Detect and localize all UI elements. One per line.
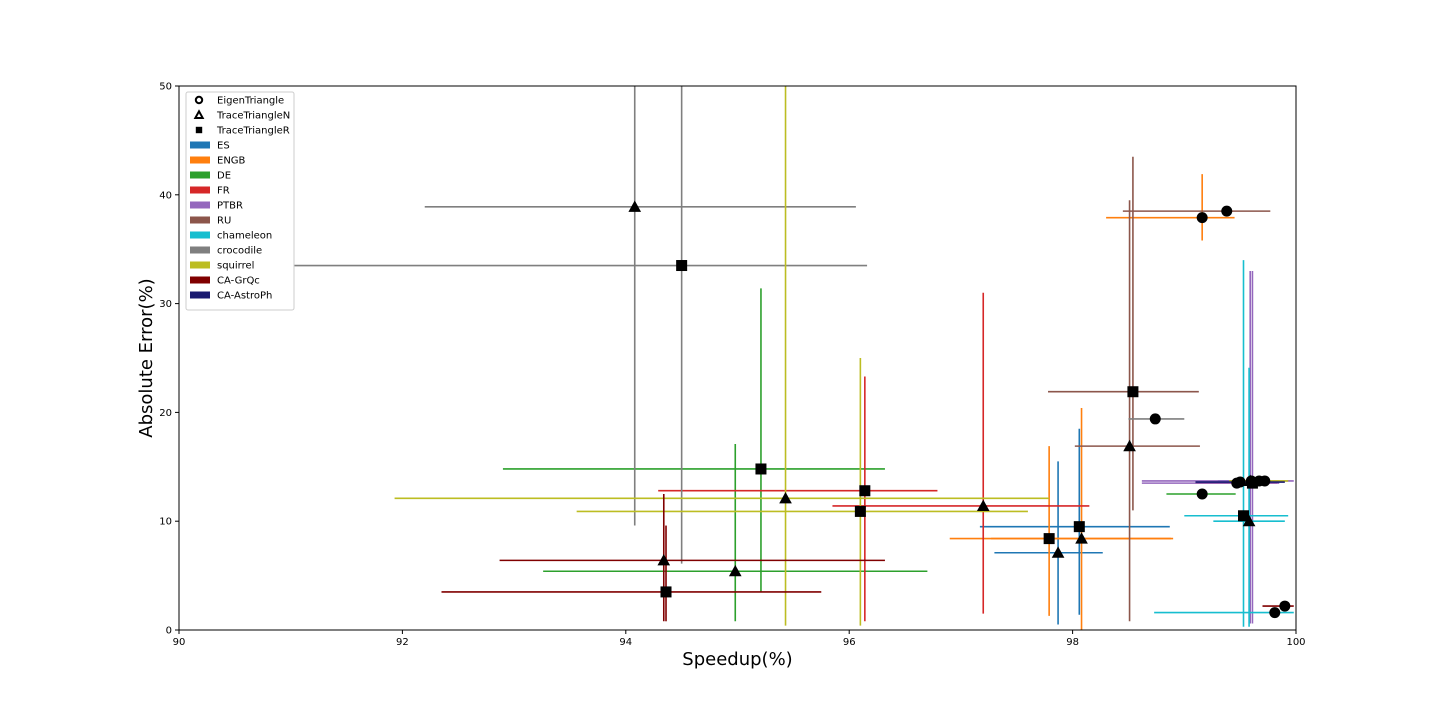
marker-ru-eigentriangle	[1221, 205, 1233, 217]
legend-label-ru: RU	[217, 216, 231, 227]
y-axis-title: Absolute Error(%)	[136, 278, 157, 437]
y-tick-label: 0	[166, 626, 172, 637]
legend-swatch-de	[190, 171, 210, 179]
x-tick-label: 92	[396, 637, 409, 648]
x-axis-title: Speedup(%)	[682, 649, 792, 670]
marker-engb-tracetrianglen	[1075, 532, 1088, 544]
marker-fr-tracetrianglen	[976, 499, 990, 512]
legend-label-eigentriangle: EigenTriangle	[217, 96, 284, 107]
legend-swatch-es	[190, 141, 210, 149]
legend-label-squirrel: squirrel	[217, 261, 254, 272]
marker-crocodile-tracetrianglen	[628, 200, 642, 212]
legend-label-crocodile: crocodile	[217, 246, 262, 257]
marker-es-tracetrianglen	[1051, 546, 1065, 558]
legend-label-chameleon: chameleon	[217, 231, 272, 242]
legend-swatch-chameleon	[190, 231, 210, 239]
legend: EigenTriangle TraceTriangleN TraceTriangle…	[185, 91, 295, 311]
legend-label-engb: ENGB	[217, 156, 246, 167]
y-axis: 0 10 20 30 40 50	[159, 82, 179, 637]
legend-swatch-crocodile	[190, 246, 210, 254]
legend-marker-tracetriangler	[195, 126, 203, 134]
marker-fr-tracetriangler	[859, 485, 871, 497]
legend-box	[185, 91, 295, 311]
marker-chameleon-eigentriangle	[1269, 607, 1281, 619]
legend-swatch-ca-grqc	[190, 276, 210, 284]
marker-ru-tracetriangler	[1127, 386, 1139, 398]
legend-label-ca-grqc: CA-GrQc	[217, 276, 260, 287]
marker-ca-grqc-eigentriangle	[1279, 600, 1291, 612]
marker-ca-grqc-tracetriangler	[660, 586, 672, 598]
legend-swatch-ca-astroph	[190, 291, 210, 299]
marker-squirrel-tracetriangler	[854, 505, 866, 517]
y-tick-label: 20	[159, 408, 172, 419]
legend-swatch-engb	[190, 156, 210, 164]
marker-ru-tracetrianglen	[1123, 439, 1136, 452]
y-tick-label: 10	[159, 517, 172, 528]
marker-chameleon-tracetrianglen	[1242, 514, 1256, 527]
y-tick-label: 40	[159, 190, 172, 201]
x-tick-label: 100	[1286, 637, 1305, 648]
legend-label-tracetriangler: TraceTriangleR	[216, 126, 290, 137]
data-markers	[628, 200, 1291, 619]
marker-squirrel-eigentriangle	[1253, 475, 1265, 487]
marker-squirrel-tracetrianglen	[779, 492, 792, 504]
legend-marker-eigentriangle	[194, 95, 204, 105]
y-tick-label: 50	[159, 82, 172, 93]
legend-swatch-fr	[190, 186, 210, 194]
legend-swatch-squirrel	[190, 261, 210, 269]
legend-marker-tracetrianglen	[193, 109, 205, 119]
marker-engb-tracetriangler	[1043, 533, 1055, 545]
marker-ca-grqc-tracetrianglen	[657, 554, 671, 566]
marker-ptbr-tracetriangler	[1246, 477, 1258, 489]
marker-es-tracetriangler	[1073, 521, 1085, 533]
error-bars	[268, 86, 1294, 630]
marker-de-tracetrianglen	[728, 564, 742, 577]
x-tick-label: 98	[1066, 637, 1079, 648]
y-tick-label: 30	[159, 299, 172, 310]
legend-swatch-ru	[190, 216, 210, 224]
x-tick-label: 96	[843, 637, 856, 648]
marker-ca-astroph-eigentriangle	[1234, 476, 1246, 488]
x-tick-label: 90	[173, 637, 186, 648]
legend-swatch-ptbr	[190, 201, 210, 209]
x-tick-label: 94	[619, 637, 632, 648]
plot-frame	[178, 85, 1297, 631]
legend-label-ptbr: PTBR	[217, 201, 243, 212]
legend-label-fr: FR	[217, 186, 230, 197]
legend-label-de: DE	[217, 171, 231, 182]
legend-label-tracetrianglen: TraceTriangleN	[216, 111, 290, 122]
marker-engb-eigentriangle	[1196, 212, 1208, 224]
legend-label-ca-astroph: CA-AstroPh	[217, 291, 272, 302]
marker-de-tracetriangler	[755, 463, 767, 475]
x-axis: 90 92 94 96 98 100	[173, 630, 1306, 648]
marker-crocodile-tracetriangler	[676, 260, 688, 272]
marker-chameleon-tracetriangler	[1238, 510, 1250, 522]
marker-crocodile-eigentriangle	[1149, 413, 1161, 425]
marker-de-eigentriangle	[1196, 488, 1208, 500]
legend-label-es: ES	[217, 141, 230, 152]
